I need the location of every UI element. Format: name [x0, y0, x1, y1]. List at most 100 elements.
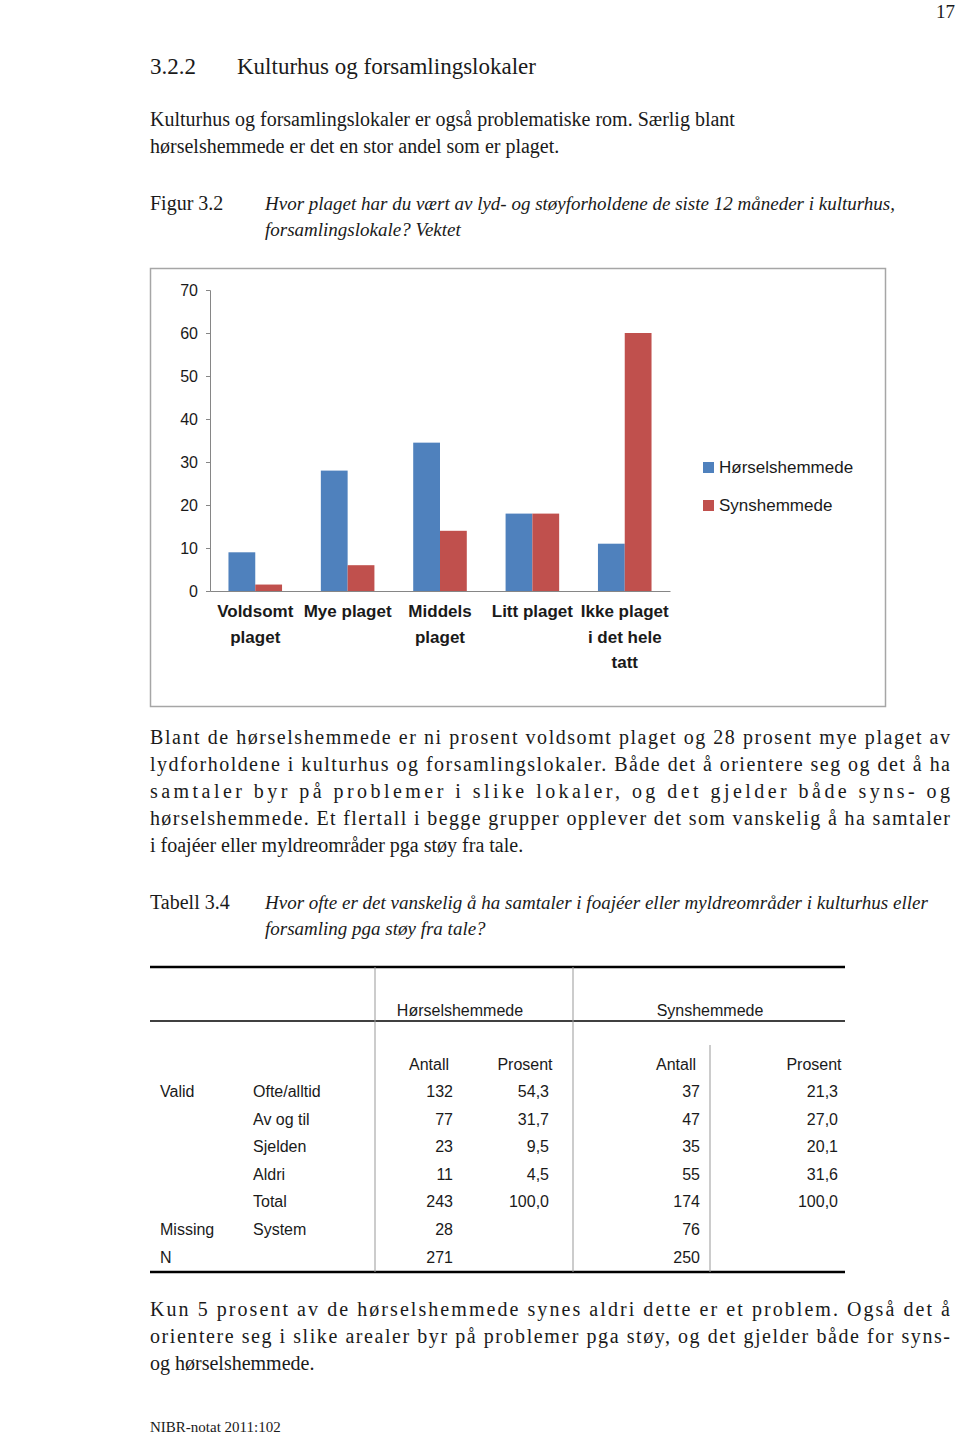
x-tick: Mye plaget	[304, 591, 392, 621]
x-tick: Middels plaget	[408, 591, 471, 647]
chart-frame	[151, 269, 886, 707]
table-cell: 243	[426, 1193, 453, 1210]
table-cell: 77	[435, 1111, 453, 1128]
paragraph-line: samtaler byr på problemer i slike lokale…	[150, 780, 950, 803]
table-subheader: Antall	[409, 1056, 449, 1073]
table-cell: Aldri	[253, 1166, 285, 1183]
figure-label: Figur 3.2	[150, 192, 223, 215]
y-tick-mark	[206, 333, 210, 334]
table: Hørselshemmede Synshemmede Antall Prosent An…	[150, 967, 845, 1272]
x-tick: Voldsomt plaget	[217, 591, 294, 647]
table-rule	[150, 1020, 845, 1022]
y-tick: 70	[180, 282, 210, 299]
x-tick-label: Mye plaget	[304, 602, 392, 621]
y-tick-mark	[206, 548, 210, 549]
table-subheader: Antall	[656, 1056, 696, 1073]
y-tick-mark	[206, 591, 210, 592]
bar	[255, 585, 282, 591]
x-tick-label-line: plaget	[415, 628, 465, 647]
x-tick-label: Middels plaget	[408, 602, 471, 647]
y-tick-label: 30	[180, 454, 198, 471]
x-tick-label-line: plaget	[230, 628, 280, 647]
y-tick-label: 40	[180, 411, 198, 428]
x-tick: Litt plaget	[492, 591, 574, 621]
legend: HørselshemmedeSynshemmede	[703, 458, 853, 515]
table-cell: 174	[673, 1193, 700, 1210]
y-tick: 30	[180, 454, 210, 471]
table-cell: Total	[253, 1193, 287, 1210]
bar	[506, 514, 533, 591]
table-group-header: Hørselshemmede	[397, 1002, 523, 1019]
y-tick: 10	[180, 540, 210, 557]
table-group-header: Synshemmede	[657, 1002, 764, 1019]
paragraph-line: i foajéer eller myldreområder pga støy f…	[150, 834, 523, 857]
x-tick-label-line: Voldsomt	[217, 602, 294, 621]
x-tick-label-line: Middels	[408, 602, 471, 621]
table-cell: 11	[436, 1166, 453, 1183]
bar	[598, 544, 625, 591]
table-caption: Hvor ofte er det vanskelig å ha samtaler…	[264, 892, 928, 913]
legend-swatch	[703, 500, 714, 511]
table-cell: 35	[682, 1138, 700, 1155]
table-cell: 132	[426, 1083, 453, 1100]
chart: 0 10 20 30 40 50 60 70 Voldsomt plaget Mye plaget M…	[151, 269, 886, 707]
table-cell: 250	[673, 1249, 700, 1266]
y-tick: 20	[180, 497, 210, 514]
table-cell: 271	[426, 1249, 453, 1266]
bar	[348, 565, 375, 591]
y-tick-mark	[206, 376, 210, 377]
table-cell: Missing	[160, 1221, 214, 1238]
table-divider	[375, 967, 376, 1272]
table-cell: 100,0	[509, 1193, 549, 1210]
x-tick-label-line: Ikke plaget	[581, 602, 669, 621]
table-cell: 47	[682, 1111, 700, 1128]
bars	[228, 333, 651, 591]
y-tick: 40	[180, 411, 210, 428]
figure-caption: forsamlingslokale? Vektet	[265, 219, 461, 240]
heading-title: Kulturhus og forsamlingslokaler	[237, 54, 536, 79]
table-cell: 31,7	[518, 1111, 549, 1128]
page-number: 17	[936, 1, 955, 22]
table-label: Tabell 3.4	[150, 891, 230, 913]
y-tick-label: 50	[180, 368, 198, 385]
figure-caption: Hvor plaget har du vært av lyd- og støyf…	[264, 193, 895, 214]
table-cell: 54,3	[518, 1083, 549, 1100]
bar	[321, 471, 348, 591]
table-cell: Valid	[160, 1083, 194, 1100]
y-tick-mark	[206, 419, 210, 420]
x-tick-label-line: Litt plaget	[492, 602, 574, 621]
legend-label: Hørselshemmede	[719, 458, 853, 477]
table-subheader: Prosent	[497, 1056, 553, 1073]
table-cell: 31,6	[807, 1166, 838, 1183]
table-cell: 55	[682, 1166, 700, 1183]
table-subheader: Prosent	[786, 1056, 842, 1073]
y-tick-mark	[206, 505, 210, 506]
y-tick-mark	[206, 290, 210, 291]
table-rule	[150, 966, 845, 969]
y-tick: 0	[189, 583, 210, 600]
table-cell: Ofte/alltid	[253, 1083, 321, 1100]
table-cell: 27,0	[807, 1111, 838, 1128]
y-tick-mark	[206, 462, 210, 463]
x-tick-label: Voldsomt plaget	[217, 602, 294, 647]
table-cell: Av og til	[253, 1111, 310, 1128]
y-tick-label: 60	[180, 325, 198, 342]
legend-swatch	[703, 462, 714, 473]
x-tick-label: Ikke plageti det heletatt	[581, 602, 669, 672]
x-tick-label-line: Mye plaget	[304, 602, 392, 621]
paragraph-line: Blant de hørselshemmede er ni prosent vo…	[150, 726, 950, 749]
table-cell: 20,1	[807, 1138, 838, 1155]
table-caption: forsamling pga støy fra tale?	[265, 918, 486, 939]
table-cell: 4,5	[527, 1166, 549, 1183]
y-tick: 50	[180, 368, 210, 385]
x-axis: Voldsomt plaget Mye plaget Middels plaget Lit…	[211, 591, 671, 672]
paragraph-line: hørselshemmede. Et flertall i begge grup…	[150, 807, 950, 830]
y-tick-label: 70	[180, 282, 198, 299]
paragraph-line: lydforholdene i kulturhus og forsamlings…	[150, 753, 950, 776]
x-tick-label-line: i det hele	[588, 628, 662, 647]
table-divider	[573, 967, 574, 1272]
x-tick: Ikke plageti det heletatt	[581, 591, 669, 672]
paragraph-line: hørselshemmede er det en stor andel som …	[150, 135, 559, 158]
table-cell: System	[253, 1221, 306, 1238]
paragraph-line: Kulturhus og forsamlingslokaler er også …	[150, 108, 735, 131]
